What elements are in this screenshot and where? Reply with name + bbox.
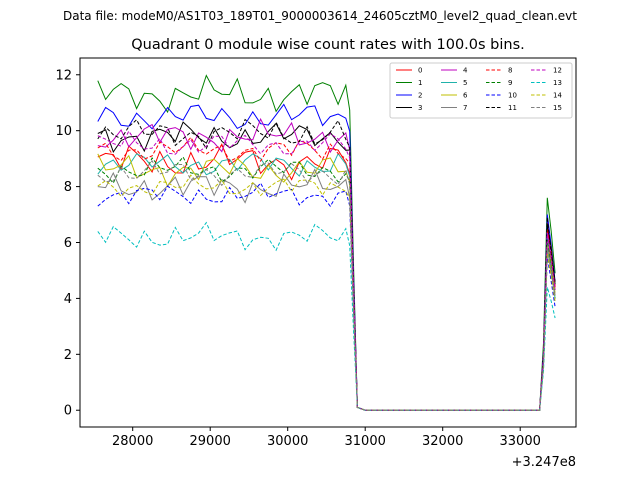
y-tick-label: 0 — [64, 404, 72, 419]
legend-label-13: 13 — [553, 79, 562, 87]
series-line-7 — [97, 168, 556, 411]
series-line-9 — [97, 156, 556, 411]
legend-label-11: 11 — [508, 104, 517, 112]
series-line-10 — [97, 182, 556, 411]
y-tick-label: 8 — [64, 180, 72, 195]
x-tick-label: 33000 — [500, 434, 541, 449]
y-tick-label: 4 — [64, 292, 72, 307]
series-line-4 — [97, 117, 556, 411]
legend-label-15: 15 — [553, 104, 562, 112]
legend-label-7: 7 — [463, 104, 467, 112]
series-line-6 — [97, 153, 556, 411]
legend-label-5: 5 — [463, 79, 467, 87]
legend-label-10: 10 — [508, 92, 517, 100]
legend-label-1: 1 — [418, 79, 422, 87]
series-line-14 — [97, 174, 556, 411]
chart-title: Quadrant 0 module wise count rates with … — [131, 37, 525, 53]
series-line-11 — [97, 118, 556, 411]
legend-label-0: 0 — [418, 67, 422, 75]
y-tick-label: 10 — [55, 124, 72, 139]
y-tick-label: 12 — [55, 68, 72, 83]
series-line-15 — [97, 160, 556, 411]
legend-label-14: 14 — [553, 92, 562, 100]
series-line-5 — [97, 152, 556, 411]
plot-area — [97, 74, 556, 411]
series-line-1 — [97, 74, 556, 411]
series-line-8 — [97, 136, 556, 411]
legend-label-9: 9 — [508, 79, 512, 87]
legend-label-6: 6 — [463, 92, 468, 100]
legend-label-8: 8 — [508, 67, 512, 75]
legend-box — [389, 62, 573, 119]
x-tick-label: 28000 — [112, 434, 153, 449]
y-tick-label: 6 — [64, 236, 72, 251]
x-tick-label: 32000 — [422, 434, 463, 449]
chart-suptitle: Data file: modeM0/AS1T03_189T01_90000036… — [63, 9, 577, 23]
series-line-12 — [97, 130, 556, 411]
x-offset-label: +3.247e8 — [512, 455, 576, 470]
x-tick-label: 29000 — [190, 434, 231, 449]
legend-label-4: 4 — [463, 67, 468, 75]
y-tick-label: 2 — [64, 348, 72, 363]
legend-label-12: 12 — [553, 67, 562, 75]
series-line-13 — [97, 221, 556, 411]
legend-label-2: 2 — [418, 92, 422, 100]
x-tick-label: 31000 — [345, 434, 386, 449]
x-tick-label: 30000 — [267, 434, 308, 449]
legend-label-3: 3 — [418, 104, 422, 112]
